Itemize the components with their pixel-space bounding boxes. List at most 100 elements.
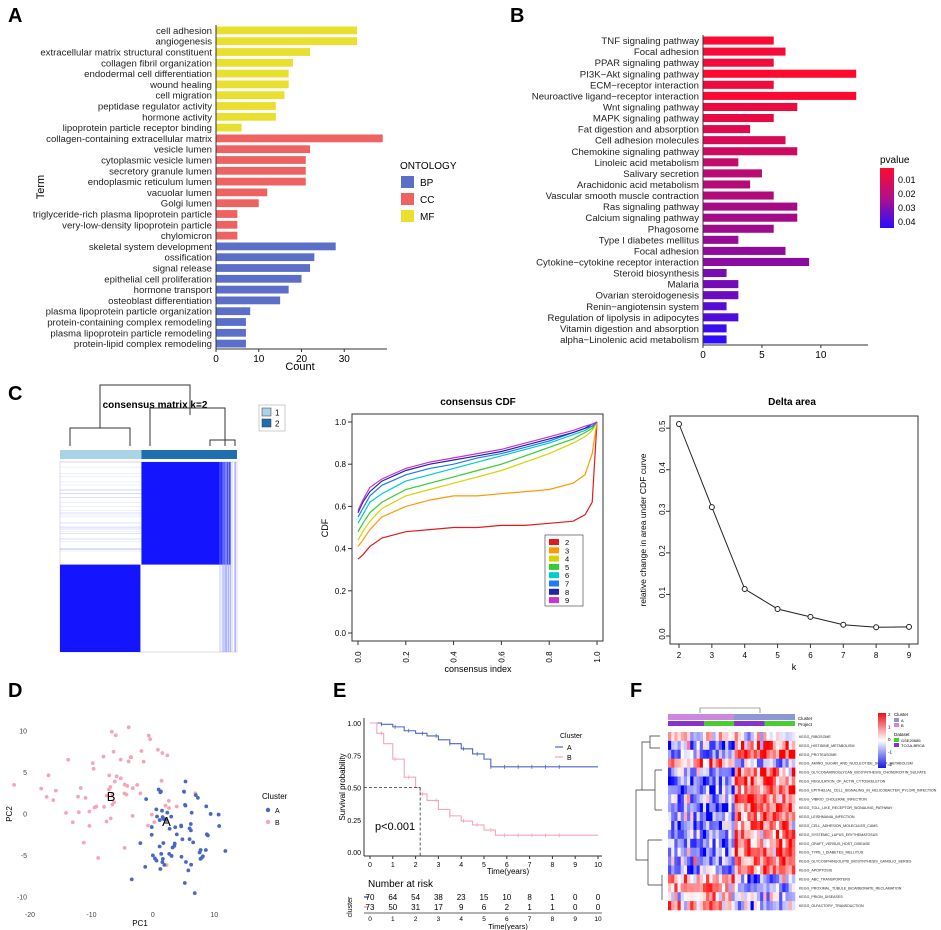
heatmap-cell [779, 812, 783, 822]
heatmap-cell [760, 874, 764, 884]
heatmap-cell [674, 901, 678, 911]
point-cluster-a [172, 843, 177, 848]
heatmap-cell [690, 758, 694, 768]
heatmap-cell [687, 732, 691, 742]
heatmap-cell [731, 767, 735, 777]
heatmap-cell [772, 883, 777, 893]
heatmap-cell [693, 758, 697, 768]
point-cluster-b [138, 791, 143, 796]
heatmap-cell [674, 794, 678, 804]
heatmap-cell [687, 767, 691, 777]
heatmap-cell [687, 776, 691, 786]
heatmap-cell [677, 901, 681, 911]
x-tick-label: 3 [710, 651, 715, 660]
heatmap-cell [772, 767, 777, 777]
category-label: Ras signaling pathway [603, 202, 699, 213]
point-cluster-a [183, 803, 188, 808]
point-cluster-a [189, 810, 194, 815]
heatmap-cell [718, 829, 723, 840]
risk-count: 0 [573, 893, 578, 902]
x-tick-label: 0 [700, 350, 706, 361]
risk-count: 73 [366, 903, 375, 912]
heatmap-cell [702, 776, 707, 786]
heatmap-cell [741, 767, 745, 777]
bar-22 [703, 280, 739, 289]
cdf-line-k3 [357, 421, 598, 547]
heatmap-cell [753, 776, 758, 786]
point-cluster-a [188, 822, 193, 826]
heatmap-cell [668, 785, 672, 795]
point-cluster-a [160, 860, 165, 865]
heatmap-cell [791, 856, 796, 866]
point-cluster-b [94, 804, 99, 809]
heatmap-cell [756, 776, 761, 786]
heatmap-cell [712, 892, 716, 902]
bar-20 [216, 242, 336, 251]
heatmap-cell [706, 758, 710, 768]
heatmap-cell [693, 821, 697, 831]
heatmap-cell [772, 892, 777, 902]
cdf-legend-swatch-7 [549, 580, 559, 587]
plot-frame [669, 415, 919, 645]
heatmap-cell [779, 732, 783, 742]
delta-point-k9 [906, 623, 912, 630]
heatmap-cell [731, 892, 735, 902]
heatmap-cell [744, 847, 748, 857]
heatmap-cell [760, 847, 764, 857]
legend-title: Cluster [262, 792, 288, 801]
heatmap-cell [763, 758, 767, 768]
heatmap-cell [756, 821, 761, 831]
heatmap-cell [693, 794, 697, 804]
heatmap-cell [693, 803, 697, 813]
heatmap-cell [696, 883, 701, 893]
heatmap-cell [782, 847, 786, 857]
heatmap-cell [760, 892, 764, 902]
cluster-annotation-a [734, 714, 795, 720]
heatmap-cell [747, 749, 751, 759]
heatmap-cell [671, 776, 675, 786]
heatmap-cell [772, 740, 777, 751]
bar-15 [216, 188, 268, 197]
heatmap-cell [750, 838, 755, 848]
category-label: cell adhesion [156, 26, 212, 37]
heatmap-cell [728, 838, 732, 848]
heatmap-cell [756, 838, 761, 848]
row-label: KEGG_REGULATION_OF_ACTIN_CYTOSKELETON [799, 779, 886, 783]
heatmap-cell [687, 749, 691, 759]
point-cluster-a [144, 797, 149, 802]
heatmap-cell [690, 856, 694, 866]
heatmap-cell [747, 785, 751, 795]
point-cluster-b [118, 776, 123, 781]
heatmap-cell [737, 829, 742, 840]
heatmap-cell [721, 829, 726, 840]
point-cluster-a [223, 849, 228, 853]
heatmap-cell [668, 794, 672, 804]
y-tick-label: 0.00 [347, 850, 361, 857]
heatmap-cell [709, 794, 713, 804]
heatmap-cell [712, 821, 716, 831]
point-cluster-b [76, 810, 81, 815]
heatmap-cell [737, 856, 742, 866]
heatmap-cell [750, 803, 755, 813]
x-axis-title: Time(years) [487, 867, 530, 876]
heatmap-cell [756, 812, 761, 822]
heatmap-cell [756, 892, 761, 902]
heatmap-cell [775, 901, 780, 911]
heatmap-cell [775, 776, 780, 786]
heatmap-cell [715, 749, 720, 759]
bar-17 [216, 210, 238, 218]
heatmap-cell [687, 838, 691, 848]
heatmap-cell [785, 883, 789, 893]
heatmap-cell [702, 829, 707, 840]
heatmap-cell [775, 821, 780, 831]
cdf-line-k9 [357, 421, 598, 511]
heatmap-cell [788, 856, 793, 866]
heatmap-cell [775, 874, 780, 884]
heatmap-cell [741, 856, 745, 866]
heatmap-cell [712, 794, 716, 804]
heatmap-cell [788, 829, 793, 840]
heatmap-cell [775, 892, 780, 902]
heatmap-cell [671, 892, 675, 902]
row-label: KEGG_VIBRIO_CHOLERAE_INFECTION [799, 797, 867, 801]
point-cluster-b [124, 792, 129, 797]
